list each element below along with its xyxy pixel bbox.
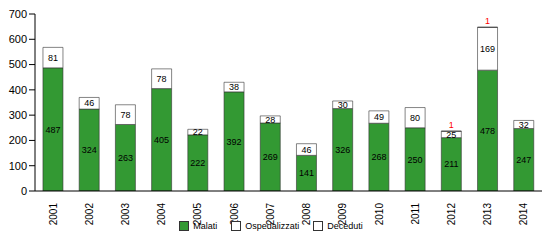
svg-text:478: 478 [480, 126, 495, 136]
svg-text:222: 222 [190, 158, 205, 168]
svg-text:1: 1 [485, 16, 490, 26]
svg-text:2004: 2004 [156, 203, 167, 226]
svg-text:0: 0 [21, 185, 27, 197]
svg-text:269: 269 [263, 152, 278, 162]
svg-text:211: 211 [444, 159, 458, 169]
svg-text:700: 700 [9, 8, 27, 20]
svg-text:400: 400 [9, 84, 27, 96]
svg-text:324: 324 [82, 145, 97, 155]
svg-text:268: 268 [371, 152, 386, 162]
svg-text:392: 392 [227, 137, 242, 147]
svg-text:1: 1 [449, 120, 454, 130]
svg-text:38: 38 [229, 82, 239, 92]
html-text:Malati: Malati [193, 221, 218, 231]
svg-text:2007: 2007 [265, 203, 276, 226]
svg-text:46: 46 [301, 145, 311, 155]
svg-text:169: 169 [480, 44, 495, 54]
svg-text:300: 300 [9, 109, 27, 121]
svg-text:487: 487 [45, 125, 60, 135]
svg-text:263: 263 [118, 153, 133, 163]
svg-text:2014: 2014 [518, 203, 529, 226]
svg-text:247: 247 [516, 155, 531, 165]
html-text:Deceduti: Deceduti [327, 221, 363, 231]
svg-text:2013: 2013 [482, 203, 493, 226]
html-text:Ospedalizzati: Ospedalizzati [245, 221, 300, 231]
svg-text:2011: 2011 [410, 203, 421, 225]
svg-text:46: 46 [84, 98, 94, 108]
svg-text:78: 78 [157, 74, 167, 84]
svg-text:250: 250 [408, 155, 423, 165]
svg-text:2012: 2012 [446, 203, 457, 226]
svg-text:141: 141 [299, 168, 314, 178]
svg-text:405: 405 [154, 135, 169, 145]
svg-text:2002: 2002 [84, 203, 95, 226]
svg-text:28: 28 [265, 115, 275, 125]
svg-text:500: 500 [9, 58, 27, 70]
svg-text:2008: 2008 [301, 203, 312, 226]
svg-text:30: 30 [338, 100, 348, 110]
svg-text:2009: 2009 [337, 203, 348, 226]
svg-text:100: 100 [9, 160, 27, 172]
svg-text:326: 326 [335, 145, 350, 155]
svg-text:80: 80 [410, 113, 420, 123]
svg-text:32: 32 [519, 120, 529, 130]
svg-text:2003: 2003 [120, 203, 131, 226]
svg-text:22: 22 [193, 127, 203, 137]
svg-text:49: 49 [374, 112, 384, 122]
svg-text:2005: 2005 [192, 203, 203, 226]
svg-text:2010: 2010 [374, 203, 385, 226]
svg-text:81: 81 [48, 53, 58, 63]
svg-text:2001: 2001 [48, 203, 59, 226]
svg-text:2006: 2006 [229, 203, 240, 226]
svg-text:78: 78 [120, 110, 130, 120]
svg-text:25: 25 [446, 130, 456, 140]
svg-text:200: 200 [9, 134, 27, 146]
svg-text:600: 600 [9, 33, 27, 45]
